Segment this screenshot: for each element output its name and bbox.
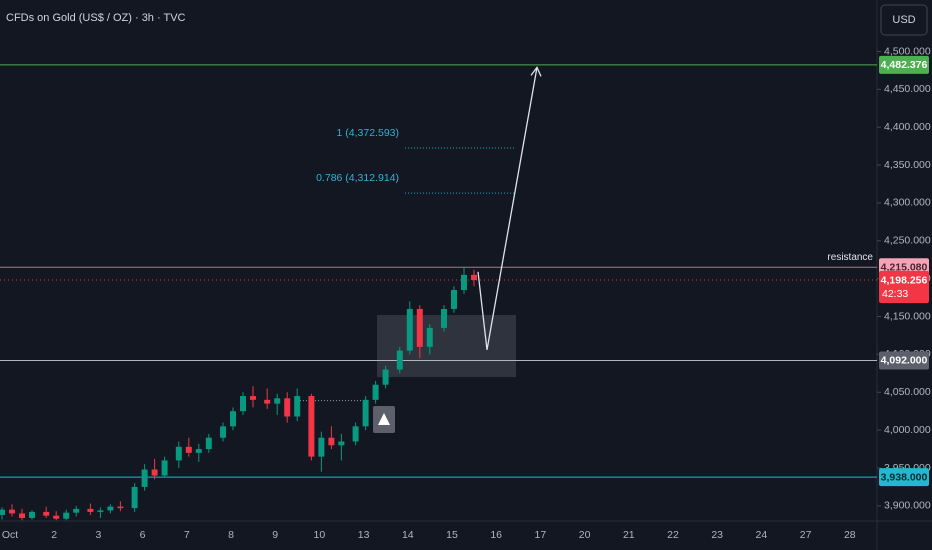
candle-body xyxy=(471,274,477,280)
candle-body xyxy=(220,426,226,438)
currency-label[interactable]: USD xyxy=(892,14,915,26)
level-label-bg xyxy=(879,468,929,487)
candle-body xyxy=(97,510,104,512)
candle-body xyxy=(175,446,182,461)
candle-body xyxy=(362,399,369,427)
candle-body xyxy=(107,506,114,511)
candle-body xyxy=(9,509,15,514)
candle-body xyxy=(230,411,236,427)
x-tick-label: 13 xyxy=(358,529,370,541)
candle-body xyxy=(352,426,359,442)
current-price-label: 4,198.256 xyxy=(881,274,928,286)
candle-body xyxy=(131,486,138,509)
level-label: 3,938.000 xyxy=(881,471,928,483)
candle-body xyxy=(338,441,345,446)
y-tick-label: 4,150.000 xyxy=(884,310,931,322)
y-tick-label: 4,050.000 xyxy=(884,386,931,398)
x-tick-label: 6 xyxy=(140,529,146,541)
level-label: 4,215.080 xyxy=(881,262,928,274)
candle-body xyxy=(372,384,379,400)
x-tick-label: 22 xyxy=(667,529,679,541)
y-tick-label: 4,000.000 xyxy=(884,424,931,436)
x-tick-label: 16 xyxy=(490,529,502,541)
candle-body xyxy=(416,308,423,347)
x-tick-label: 20 xyxy=(579,529,591,541)
x-tick-label: 14 xyxy=(402,529,414,541)
x-tick-label: 23 xyxy=(711,529,723,541)
candle-body xyxy=(161,460,168,476)
candle-body xyxy=(396,350,403,370)
countdown-label: 42:33 xyxy=(882,288,908,300)
candle-body xyxy=(250,396,256,400)
candle-body xyxy=(426,327,433,347)
x-tick-label: 24 xyxy=(756,529,768,541)
y-tick-label: 4,400.000 xyxy=(884,121,931,133)
candle-body xyxy=(205,437,212,450)
x-tick-label: 9 xyxy=(272,529,278,541)
y-tick-label: 4,500.000 xyxy=(884,45,931,57)
x-tick-label: 27 xyxy=(800,529,812,541)
warning-icon[interactable] xyxy=(373,406,395,433)
candle-body xyxy=(117,506,124,509)
candle-body xyxy=(53,515,60,519)
candle-body xyxy=(73,508,80,513)
candle-body xyxy=(63,512,70,519)
level-label: 4,482.376 xyxy=(881,59,928,71)
candle-body xyxy=(43,511,50,516)
x-tick-label: Oct xyxy=(2,529,18,541)
candle-body xyxy=(29,511,35,518)
candle-body xyxy=(240,396,246,412)
candle-body xyxy=(141,469,148,487)
candle-body xyxy=(328,437,335,446)
fib-label: 0.786 (4,312.914) xyxy=(316,172,399,184)
currency-button[interactable] xyxy=(880,4,928,36)
candle-body xyxy=(441,308,447,328)
candle-body xyxy=(451,290,457,309)
candle-body xyxy=(0,509,5,515)
projection-path xyxy=(477,67,538,350)
x-tick-label: 10 xyxy=(314,529,326,541)
candle-body xyxy=(461,274,467,291)
x-tick-label: 8 xyxy=(228,529,234,541)
candle-body xyxy=(284,398,291,417)
plot-area: 1 (4,372.593) 0.786 (4,312.914) xyxy=(0,64,877,521)
candle-body xyxy=(318,437,325,457)
candle-body xyxy=(274,398,281,404)
x-tick-label: 28 xyxy=(844,529,856,541)
level-label-bg xyxy=(879,351,929,370)
fib-label: 1 (4,372.593) xyxy=(337,127,399,139)
candle-body xyxy=(382,369,389,385)
level-label-bg xyxy=(879,55,929,74)
candle-body xyxy=(308,396,315,457)
level-label: 4,092.000 xyxy=(881,355,928,367)
y-tick-label: 4,300.000 xyxy=(884,197,931,209)
y-tick-label: 4,350.000 xyxy=(884,159,931,171)
candle-body xyxy=(406,308,413,351)
x-tick-label: 2 xyxy=(51,529,57,541)
y-tick-label: 4,250.000 xyxy=(884,235,931,247)
x-tick-label: 17 xyxy=(535,529,547,541)
candle-body xyxy=(151,469,158,476)
x-tick-label: 21 xyxy=(623,529,635,541)
candle-body xyxy=(264,399,271,404)
candle-body xyxy=(19,513,25,518)
warning-triangle xyxy=(378,413,390,425)
candle-body xyxy=(195,449,202,453)
x-tick-label: 15 xyxy=(446,529,458,541)
y-tick-label: 4,450.000 xyxy=(884,83,931,95)
candle-body xyxy=(87,508,94,512)
x-tick-label: 3 xyxy=(95,529,101,541)
level-name: resistance xyxy=(827,252,873,263)
y-tick-label: 3,900.000 xyxy=(884,500,931,512)
projection-arrow xyxy=(530,66,542,77)
chart-title: CFDs on Gold (US$ / OZ) · 3h · TVC xyxy=(6,12,186,24)
candle-body xyxy=(185,446,192,453)
x-tick-label: 7 xyxy=(184,529,190,541)
candle-body xyxy=(294,396,301,417)
current-price-bg xyxy=(879,270,929,303)
